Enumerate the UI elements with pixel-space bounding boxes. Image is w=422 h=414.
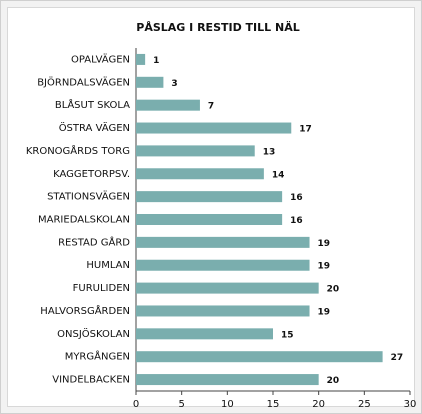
- bar: [136, 145, 255, 157]
- x-tick-label: 10: [221, 399, 234, 410]
- x-tick-label: 25: [358, 399, 371, 410]
- value-label: 14: [272, 170, 285, 180]
- y-tick-label: KRONOGÅRDS TORG: [26, 144, 130, 157]
- bar: [136, 305, 310, 317]
- bar: [136, 282, 319, 294]
- value-label: 15: [281, 330, 294, 340]
- bar: [136, 53, 146, 65]
- y-tick-label: VINDELBACKEN: [52, 375, 130, 386]
- x-tick-label: 30: [404, 399, 417, 410]
- value-label: 13: [263, 147, 276, 157]
- value-label: 3: [171, 79, 177, 89]
- x-tick-label: 15: [267, 399, 280, 410]
- y-tick-label: RESTAD GÅRD: [58, 235, 130, 248]
- panel: [7, 7, 415, 407]
- y-tick-label: STATIONSVÄGEN: [47, 190, 130, 203]
- y-tick-label: HALVORSGÅRDEN: [40, 304, 130, 317]
- bar: [136, 168, 264, 180]
- value-label: 16: [290, 216, 303, 226]
- value-label: 1: [153, 56, 159, 66]
- bar: [136, 191, 283, 203]
- bar: [136, 122, 292, 134]
- chart-title: PÅSLAG I RESTID TILL NÄL: [136, 20, 299, 34]
- bar: [136, 328, 273, 340]
- value-label: 16: [290, 193, 303, 203]
- bar: [136, 214, 283, 225]
- bar: [136, 99, 200, 111]
- x-tick-label: 20: [312, 399, 325, 410]
- y-tick-label: HUMLAN: [86, 260, 130, 271]
- value-label: 19: [318, 262, 331, 272]
- value-label: 27: [391, 353, 404, 363]
- y-tick-label: FURULIDEN: [73, 283, 130, 294]
- y-tick-label: OPALVÄGEN: [71, 52, 130, 65]
- x-tick-label: 5: [178, 399, 184, 410]
- value-label: 7: [208, 102, 214, 112]
- y-tick-label: BJÖRNDALSVÄGEN: [37, 75, 130, 88]
- y-tick-label: ÖSTRA VÄGEN: [59, 121, 130, 134]
- bar: [136, 76, 164, 88]
- y-tick-label: MARIEDALSKOLAN: [38, 215, 130, 226]
- bar: [136, 259, 310, 271]
- y-tick-label: ONSJÖSKOLAN: [57, 327, 130, 340]
- value-label: 20: [327, 376, 340, 386]
- bar: [136, 236, 310, 248]
- value-label: 17: [299, 125, 312, 135]
- bar: [136, 374, 319, 386]
- y-tick-label: BLÅSUT SKOLA: [55, 98, 130, 111]
- value-label: 19: [318, 239, 331, 249]
- bar: [136, 351, 383, 363]
- y-tick-label: MYRGÅNGEN: [65, 350, 130, 363]
- y-tick-label: KAGGETORPSV.: [53, 169, 130, 180]
- value-label: 19: [318, 307, 331, 317]
- x-tick-label: 0: [133, 399, 139, 410]
- value-label: 20: [327, 285, 340, 295]
